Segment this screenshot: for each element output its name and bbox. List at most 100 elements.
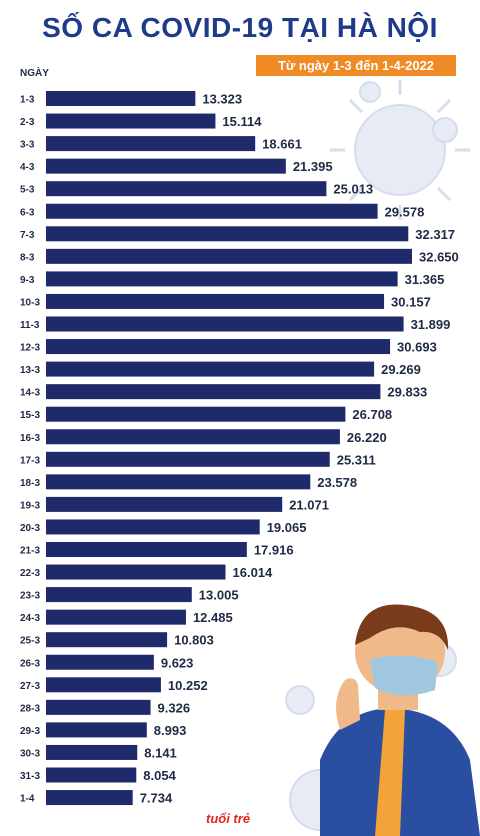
- bar: [46, 361, 375, 377]
- bar: [46, 722, 147, 738]
- value-label: 8.141: [144, 745, 177, 760]
- value-label: 32.317: [415, 227, 455, 242]
- bar: [46, 677, 161, 693]
- bar: [46, 181, 327, 197]
- category-label: 3-3: [20, 140, 35, 151]
- value-label: 9.623: [161, 655, 194, 670]
- value-label: 21.071: [289, 497, 329, 512]
- bar: [46, 113, 216, 129]
- value-label: 29.269: [381, 362, 421, 377]
- category-label: 20-3: [20, 523, 40, 534]
- category-label: 28-3: [20, 703, 40, 714]
- value-label: 16.014: [233, 565, 274, 580]
- category-label: 15-3: [20, 410, 40, 421]
- category-label: 5-3: [20, 185, 35, 196]
- value-label: 26.708: [352, 407, 392, 422]
- category-label: 19-3: [20, 500, 40, 511]
- bar: [46, 406, 346, 422]
- category-label: 7-3: [20, 230, 35, 241]
- masked-person-illustration: [320, 604, 480, 836]
- bar: [46, 248, 412, 264]
- value-label: 29.833: [387, 385, 427, 400]
- bar: [46, 744, 138, 760]
- category-label: 29-3: [20, 726, 40, 737]
- bar: [46, 790, 133, 806]
- bar: [46, 136, 256, 152]
- value-label: 30.693: [397, 340, 437, 355]
- date-range-badge: Từ ngày 1-3 đến 1-4-2022: [256, 55, 456, 76]
- value-label: 13.323: [202, 92, 242, 107]
- category-label: 10-3: [20, 297, 40, 308]
- category-label: 22-3: [20, 568, 40, 579]
- value-label: 31.365: [405, 272, 445, 287]
- category-label: 31-3: [20, 771, 40, 782]
- category-label: 17-3: [20, 455, 40, 466]
- bar: [46, 384, 381, 400]
- category-label: 2-3: [20, 117, 35, 128]
- value-label: 32.650: [419, 249, 459, 264]
- value-label: 30.157: [391, 294, 431, 309]
- category-label: 26-3: [20, 658, 40, 669]
- bar: [46, 203, 378, 219]
- value-label: 21.395: [293, 159, 333, 174]
- bar: [46, 271, 398, 287]
- value-label: 17.916: [254, 543, 294, 558]
- category-label: 9-3: [20, 275, 35, 286]
- category-label: 8-3: [20, 252, 35, 263]
- bar: [46, 654, 154, 670]
- value-label: 7.734: [140, 791, 173, 806]
- category-label: 13-3: [20, 365, 40, 376]
- bar: [46, 339, 391, 355]
- value-label: 25.013: [333, 182, 373, 197]
- chart-title: SỐ CA COVID-19 TẠI HÀ NỘI: [42, 12, 438, 43]
- value-label: 10.252: [168, 678, 208, 693]
- bar: [46, 91, 196, 106]
- bar: [46, 158, 286, 174]
- category-label: 14-3: [20, 388, 40, 399]
- value-label: 13.005: [199, 588, 239, 603]
- category-label: 1-4: [20, 794, 35, 805]
- bar: [46, 226, 409, 242]
- value-label: 29.578: [385, 204, 425, 219]
- value-label: 12.485: [193, 610, 233, 625]
- bar: [46, 496, 283, 512]
- category-label: 25-3: [20, 636, 40, 647]
- category-label: 18-3: [20, 478, 40, 489]
- bar: [46, 316, 404, 332]
- category-label: 4-3: [20, 162, 35, 173]
- value-label: 26.220: [347, 430, 387, 445]
- bar: [46, 474, 311, 490]
- tuoi-tre-logo: tuổi trẻ: [206, 811, 251, 826]
- category-label: 16-3: [20, 433, 40, 444]
- category-label: 27-3: [20, 681, 40, 692]
- category-label: 21-3: [20, 546, 40, 557]
- category-label: 23-3: [20, 591, 40, 602]
- value-label: 8.993: [154, 723, 187, 738]
- category-label: 11-3: [20, 320, 40, 331]
- bar: [46, 632, 168, 648]
- bar: [46, 587, 192, 603]
- bar: [46, 699, 151, 715]
- category-label: 24-3: [20, 613, 40, 624]
- value-label: 15.114: [222, 114, 262, 129]
- value-label: 19.065: [267, 520, 307, 535]
- category-label: 1-3: [20, 95, 35, 106]
- value-label: 23.578: [317, 475, 357, 490]
- y-axis-label: NGÀY: [20, 68, 49, 79]
- category-label: 30-3: [20, 748, 40, 759]
- category-label: 12-3: [20, 343, 40, 354]
- value-label: 8.054: [143, 768, 176, 783]
- value-label: 31.899: [411, 317, 451, 332]
- value-label: 18.661: [262, 137, 302, 152]
- value-label: 10.803: [174, 633, 214, 648]
- bar: [46, 451, 330, 467]
- category-label: 6-3: [20, 207, 35, 218]
- value-label: 25.311: [337, 452, 376, 467]
- bar: [46, 564, 226, 580]
- bar: [46, 542, 247, 557]
- bar: [46, 767, 137, 783]
- bar: [46, 293, 385, 309]
- value-label: 9.326: [158, 700, 191, 715]
- bar: [46, 519, 260, 535]
